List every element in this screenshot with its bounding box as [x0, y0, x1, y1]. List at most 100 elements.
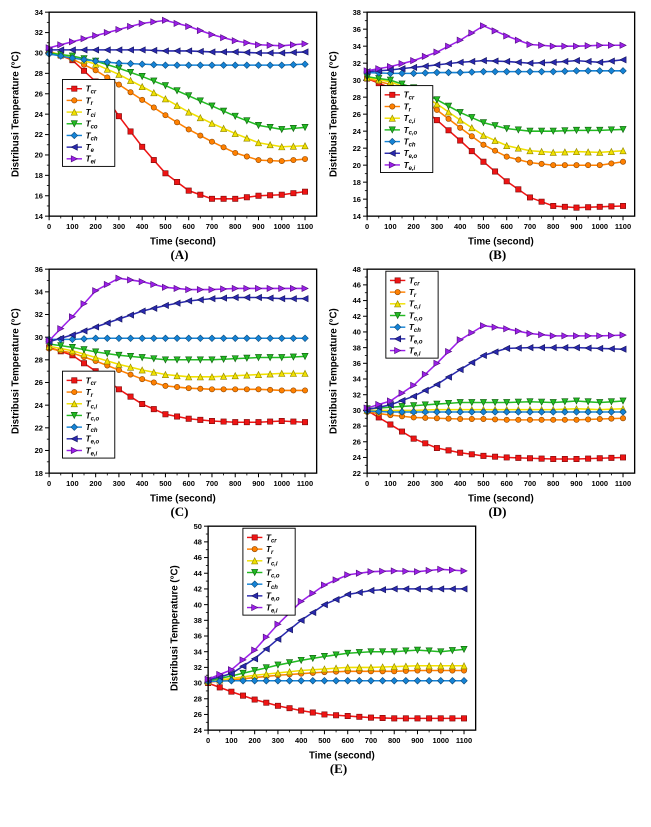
- svg-text:34: 34: [352, 375, 361, 384]
- svg-text:600: 600: [182, 222, 194, 231]
- svg-text:Tc,o: Tc,o: [85, 411, 99, 422]
- svg-text:Tc,i: Tc,i: [403, 114, 415, 125]
- chart-A: 0 100 200 300 400 500 600 700 800 900 1000 1100 14 16…: [7, 5, 326, 251]
- svg-text:Tch: Tch: [265, 580, 277, 591]
- svg-text:200: 200: [89, 222, 101, 231]
- panel-E: 0 100 200 300 400 500 600 700 800 900 1000 1100 24 26…: [166, 519, 485, 776]
- svg-text:300: 300: [430, 479, 442, 488]
- svg-text:Time (second): Time (second): [468, 493, 534, 504]
- svg-text:Tc,i: Tc,i: [265, 557, 277, 568]
- svg-text:42: 42: [352, 312, 360, 321]
- svg-text:1100: 1100: [296, 222, 312, 231]
- svg-text:700: 700: [523, 222, 535, 231]
- svg-text:200: 200: [407, 479, 419, 488]
- svg-text:18: 18: [34, 469, 42, 478]
- svg-text:600: 600: [341, 736, 353, 745]
- svg-text:Time (second): Time (second): [150, 236, 216, 247]
- svg-text:300: 300: [430, 222, 442, 231]
- svg-text:38: 38: [352, 343, 360, 352]
- svg-text:34: 34: [352, 42, 361, 51]
- svg-text:Te,i: Te,i: [265, 603, 277, 614]
- svg-text:1000: 1000: [591, 222, 608, 231]
- svg-text:400: 400: [135, 479, 147, 488]
- svg-text:800: 800: [387, 736, 399, 745]
- svg-text:40: 40: [352, 328, 360, 337]
- svg-text:32: 32: [34, 310, 42, 319]
- svg-text:Tcr: Tcr: [85, 376, 96, 387]
- svg-text:700: 700: [523, 479, 535, 488]
- svg-text:100: 100: [66, 222, 78, 231]
- svg-text:800: 800: [228, 479, 240, 488]
- svg-text:28: 28: [34, 69, 42, 78]
- figure-row-1: 0 100 200 300 400 500 600 700 800 900 1000 1100 14 16…: [0, 5, 651, 262]
- svg-text:30: 30: [34, 333, 42, 342]
- svg-text:36: 36: [34, 265, 42, 274]
- svg-text:28: 28: [352, 422, 360, 431]
- svg-text:800: 800: [546, 222, 558, 231]
- svg-text:32: 32: [352, 59, 360, 68]
- svg-text:26: 26: [34, 89, 42, 98]
- svg-text:26: 26: [193, 710, 201, 719]
- svg-text:Te,i: Te,i: [85, 446, 97, 457]
- svg-text:0: 0: [365, 222, 369, 231]
- svg-text:34: 34: [34, 288, 43, 297]
- svg-text:28: 28: [352, 93, 360, 102]
- svg-text:32: 32: [352, 390, 360, 399]
- panel-C-label: (C): [170, 504, 189, 519]
- svg-text:32: 32: [193, 663, 201, 672]
- figure-row-3: 0 100 200 300 400 500 600 700 800 900 1000 1100 24 26…: [0, 519, 651, 776]
- svg-text:22: 22: [352, 144, 360, 153]
- svg-text:Tcr: Tcr: [408, 276, 419, 287]
- svg-text:24: 24: [352, 453, 361, 462]
- svg-text:36: 36: [352, 359, 360, 368]
- svg-text:40: 40: [193, 600, 201, 609]
- svg-text:400: 400: [453, 222, 465, 231]
- svg-text:Tc,o: Tc,o: [403, 126, 417, 137]
- svg-text:Te,o: Te,o: [85, 435, 99, 446]
- svg-text:100: 100: [66, 479, 78, 488]
- svg-text:0: 0: [47, 222, 51, 231]
- svg-text:400: 400: [294, 736, 306, 745]
- svg-text:Tr: Tr: [408, 288, 416, 299]
- svg-text:700: 700: [205, 479, 217, 488]
- svg-text:26: 26: [352, 437, 360, 446]
- svg-text:900: 900: [411, 736, 423, 745]
- svg-text:14: 14: [352, 212, 361, 221]
- svg-text:1000: 1000: [432, 736, 449, 745]
- svg-text:500: 500: [477, 222, 489, 231]
- panel-A: 0 100 200 300 400 500 600 700 800 900 1000 1100 14 16…: [7, 5, 326, 262]
- svg-text:24: 24: [34, 110, 43, 119]
- svg-text:Tei: Tei: [85, 155, 95, 166]
- svg-text:Tc,o: Tc,o: [265, 568, 279, 579]
- svg-text:48: 48: [352, 265, 360, 274]
- svg-text:600: 600: [500, 479, 512, 488]
- svg-text:Distribusi Temperature (°C): Distribusi Temperature (°C): [10, 51, 21, 177]
- svg-text:46: 46: [193, 553, 201, 562]
- svg-text:16: 16: [34, 191, 42, 200]
- svg-text:28: 28: [34, 355, 42, 364]
- svg-text:28: 28: [193, 694, 201, 703]
- svg-text:Tch: Tch: [408, 323, 420, 334]
- svg-text:Distribusi Temperature (°C): Distribusi Temperature (°C): [169, 565, 180, 691]
- svg-text:18: 18: [34, 171, 42, 180]
- svg-text:100: 100: [225, 736, 237, 745]
- panel-A-label: (A): [170, 247, 189, 262]
- svg-text:22: 22: [34, 423, 42, 432]
- panel-C: 0 100 200 300 400 500 600 700 800 900 1000 1100 18 20…: [7, 262, 326, 519]
- svg-text:1000: 1000: [273, 222, 290, 231]
- svg-text:24: 24: [34, 401, 43, 410]
- svg-text:16: 16: [352, 195, 360, 204]
- svg-text:26: 26: [352, 110, 360, 119]
- svg-text:500: 500: [318, 736, 330, 745]
- svg-text:30: 30: [34, 49, 42, 58]
- svg-text:20: 20: [352, 161, 360, 170]
- svg-text:22: 22: [352, 469, 360, 478]
- svg-text:700: 700: [205, 222, 217, 231]
- svg-text:Tch: Tch: [85, 423, 97, 434]
- svg-text:Tco: Tco: [85, 120, 97, 131]
- svg-text:1100: 1100: [455, 736, 471, 745]
- svg-text:1000: 1000: [273, 479, 290, 488]
- svg-text:800: 800: [228, 222, 240, 231]
- svg-text:Te,i: Te,i: [408, 346, 420, 357]
- svg-text:30: 30: [352, 406, 360, 415]
